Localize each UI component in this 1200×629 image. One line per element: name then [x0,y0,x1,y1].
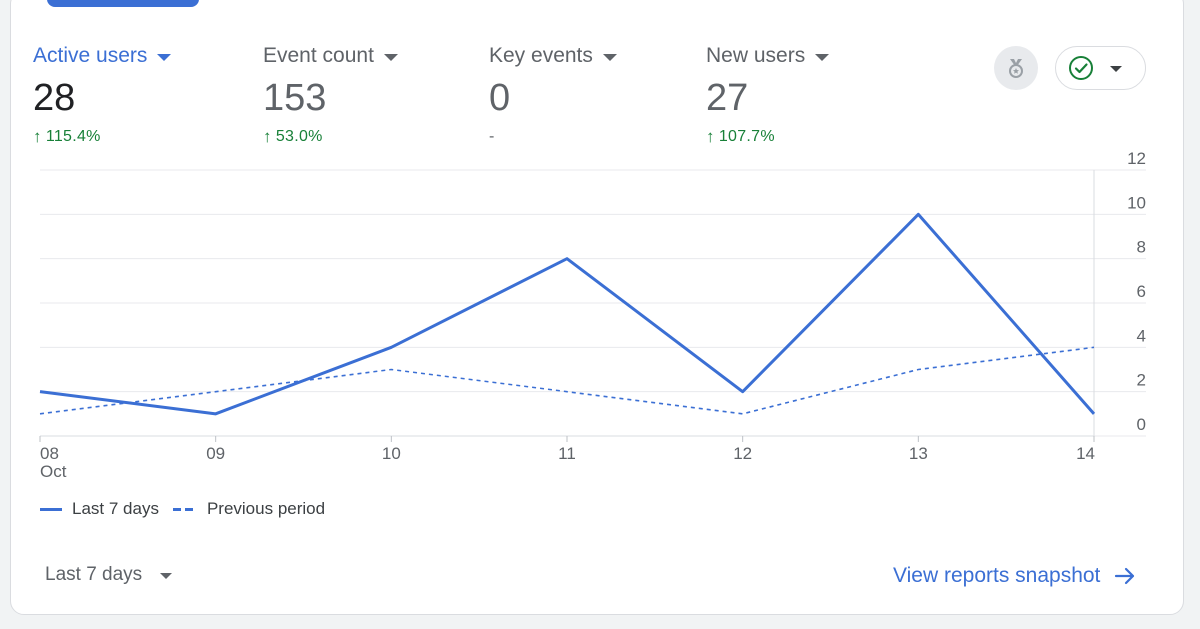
metric-change: ↑ 115.4% [33,128,171,146]
metric-change: ↑ 53.0% [263,128,398,146]
arrow-up-icon: ↑ [706,127,715,146]
legend-label: Previous period [206,499,326,518]
date-range-dropdown[interactable]: Last 7 days [45,564,173,586]
check-circle-icon [1069,56,1093,80]
metric-change-value: 107.7% [718,128,775,145]
metric-change-value: - [489,128,495,145]
metric-selector[interactable]: Event count [263,44,398,68]
data-status-dropdown[interactable] [1055,46,1146,90]
caret-down-icon [160,573,173,579]
view-reports-label: View reports snapshot [893,564,1101,587]
metric-value: 0 [489,77,511,119]
arrow-up-icon: ↑ [33,127,42,146]
medal-icon [1009,59,1023,78]
metric-selector[interactable]: Active users [33,44,172,68]
metric-event-count[interactable]: Event count 153 ↑ 53.0% [263,44,398,146]
legend-item-current: Last 7 days [40,499,159,519]
arrow-up-icon: ↑ [263,127,272,146]
metric-active-users[interactable]: Active users 28 ↑ 115.4% [33,44,172,146]
metric-key-events[interactable]: Key events 0 - [489,44,617,146]
metric-change-value: 115.4% [45,128,101,145]
selected-tab-indicator [47,0,199,7]
chart-legend: Last 7 days Previous period [40,499,339,519]
caret-down-icon [1110,66,1122,72]
caret-down-icon [815,53,830,61]
date-range-label: Last 7 days [45,564,143,585]
legend-label: Last 7 days [72,499,159,518]
caret-down-icon [602,53,617,61]
metric-value: 27 [706,77,749,119]
legend-item-previous: Previous period [172,499,326,519]
metric-value: 153 [263,77,327,119]
metric-change-value: 53.0% [275,128,323,145]
caret-down-icon [383,53,398,61]
legend-solid-line-icon [40,507,62,511]
metric-label: Key events [489,44,593,67]
view-reports-snapshot-link[interactable]: View reports snapshot [893,564,1136,588]
metric-new-users[interactable]: New users 27 ↑ 107.7% [706,44,830,146]
caret-down-icon [157,53,172,61]
metric-change: ↑ 107.7% [706,128,829,146]
arrow-right-icon [1115,567,1135,585]
metric-label: Active users [33,44,148,67]
metric-change: - [489,128,617,146]
metric-selector[interactable]: New users [706,44,830,68]
metric-label: Event count [263,44,374,67]
metric-label: New users [706,44,806,67]
legend-dashed-line-icon [172,507,197,511]
metric-selector[interactable]: Key events [489,44,617,68]
metric-value: 28 [33,77,76,119]
insights-button[interactable] [994,46,1038,90]
